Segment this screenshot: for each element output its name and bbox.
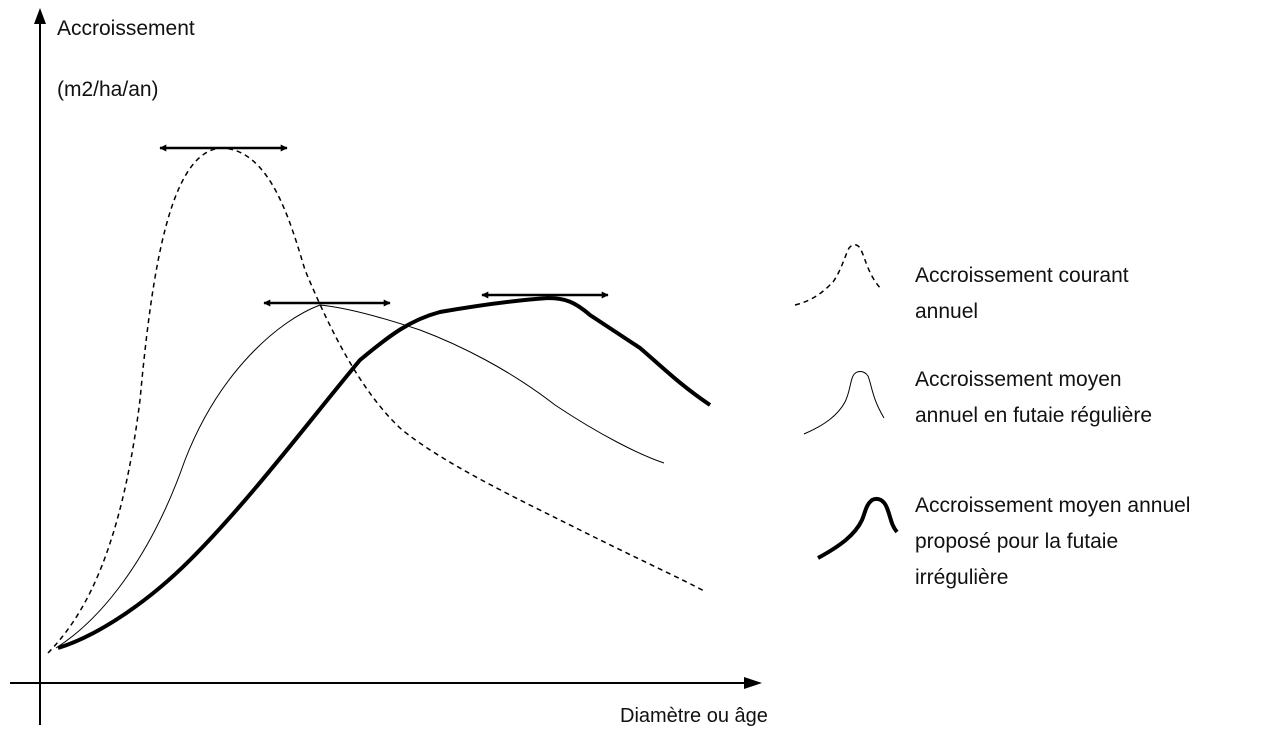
legend-item-label: annuel	[915, 300, 979, 322]
legend-item-label: irrégulière	[915, 566, 1009, 589]
y-axis-arrowhead	[34, 8, 46, 24]
legend-item-label: Accroissement moyen	[915, 368, 1122, 391]
x-axis-arrowhead	[744, 677, 762, 689]
mean-increment-uneven-aged-curve	[57, 295, 712, 650]
current-annual-increment-curve	[47, 147, 707, 654]
legend-symbol-dashed-peak	[794, 244, 883, 306]
legend-symbol-thick-peak	[817, 496, 899, 560]
x-axis-label: Diamètre ou âge	[620, 705, 768, 727]
y-axis-label: Accroissement	[57, 17, 195, 40]
legend-symbol-thin-peak	[803, 371, 885, 435]
legend-item-current-annual: Accroissement courant annuel	[915, 258, 1129, 322]
legend-item-mean-uneven-aged: Accroissement moyen annuel proposé pour …	[915, 488, 1190, 596]
legend-item-label: Accroissement moyen annuel	[915, 494, 1191, 517]
legend-item-mean-even-aged: Accroissement moyen annuel en futaie rég…	[915, 362, 1152, 434]
legend-item-label: proposé pour la futaie	[915, 530, 1119, 553]
legend-item-label: Accroissement courant	[915, 264, 1129, 287]
mean-increment-even-aged-curve	[55, 304, 665, 649]
legend-item-label: annuel en futaie régulière	[915, 404, 1153, 427]
y-axis-unit: (m2/ha/an)	[57, 78, 159, 101]
